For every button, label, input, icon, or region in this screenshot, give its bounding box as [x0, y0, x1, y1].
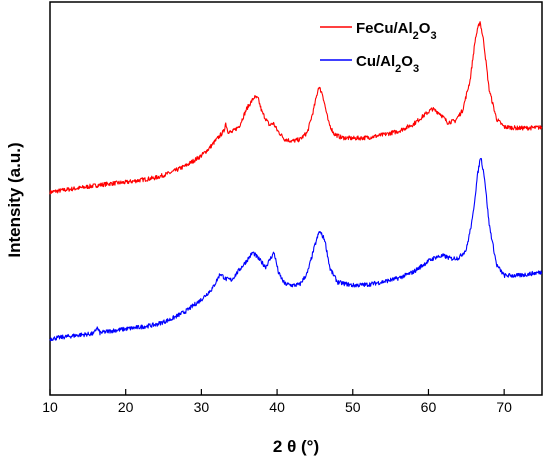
x-tick-label: 40 [269, 399, 285, 415]
x-tick-label: 60 [421, 399, 437, 415]
y-axis-title: Intensity (a.u.) [5, 142, 24, 257]
x-tick-label: 10 [42, 399, 58, 415]
legend-label-cu: Cu/Al2O3 [356, 53, 419, 75]
series-layer [49, 21, 543, 342]
legend-label-fecu: FeCu/Al2O3 [356, 20, 437, 42]
legend: FeCu/Al2O3 Cu/Al2O3 [320, 20, 437, 75]
series-line-cu [49, 157, 543, 342]
x-axis-title: 2 θ (°) [273, 437, 319, 456]
x-tick-label: 50 [345, 399, 361, 415]
x-axis-ticks: 10 20 30 40 50 60 70 [42, 389, 512, 415]
x-tick-label: 70 [496, 399, 512, 415]
series-line-fecu [49, 21, 543, 195]
x-tick-label: 20 [118, 399, 134, 415]
plot-frame [49, 1, 543, 396]
x-tick-label: 30 [194, 399, 210, 415]
